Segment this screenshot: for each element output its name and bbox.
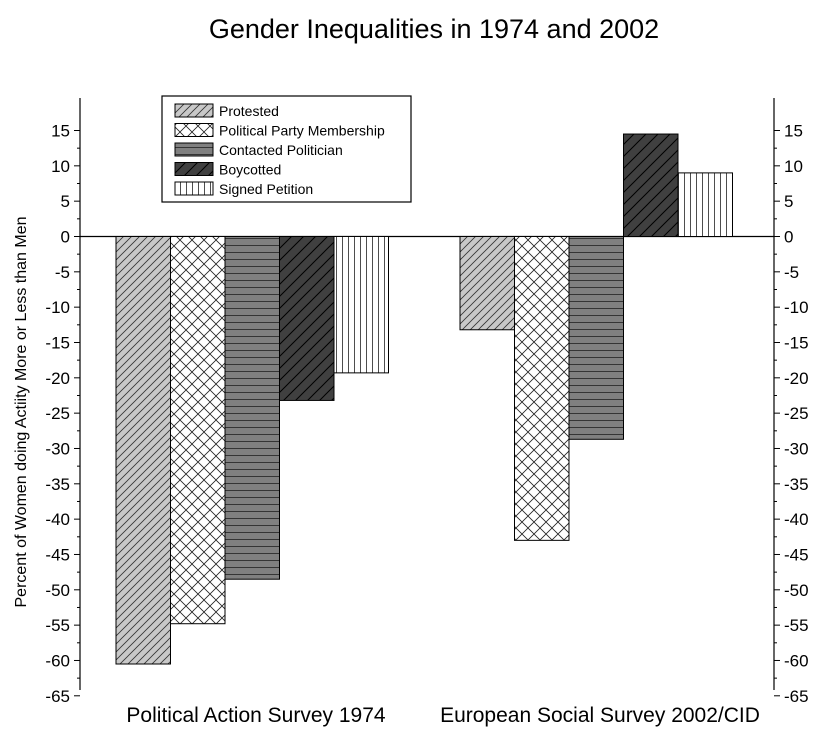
y-tick-label-left: 0 — [61, 227, 70, 246]
y-tick-label-left: -45 — [45, 545, 70, 564]
y-tick-label-right: -50 — [784, 581, 809, 600]
bar-vertical-1 — [677, 172, 733, 237]
bar-vertical-0 — [333, 235, 389, 374]
y-tick-label-right: -40 — [784, 510, 809, 529]
legend-label: Protested — [219, 103, 279, 119]
category-label-0: Political Action Survey 1974 — [126, 704, 385, 727]
y-tick-label-right: -5 — [784, 263, 799, 282]
plot-area: 15 15 10 10 5 5 0 0 -5 -5 -10 -10 -15 -15 -20 -20 -25 -25… — [45, 98, 809, 706]
y-tick-label-right: -65 — [784, 687, 809, 706]
y-tick-label-right: 0 — [784, 227, 793, 246]
legend-swatch-diag-dark — [174, 162, 214, 176]
y-tick-label-left: -10 — [45, 298, 70, 317]
y-tick-label-right: -35 — [784, 475, 809, 494]
y-tick-label-right: 10 — [784, 157, 803, 176]
y-tick-label-left: -30 — [45, 439, 70, 458]
y-tick-label-right: -25 — [784, 404, 809, 423]
legend-label: Signed Petition — [219, 181, 313, 197]
y-tick-label-left: 15 — [51, 122, 70, 141]
y-tick-label-right: 15 — [784, 122, 803, 141]
y-tick-label-left: -5 — [55, 263, 70, 282]
y-tick-label-left: -20 — [45, 369, 70, 388]
legend-swatch-vertical — [174, 181, 214, 196]
bar-crosshatch-1 — [514, 235, 570, 541]
bar-diag-dark-0 — [279, 235, 335, 401]
y-tick-label-left: -50 — [45, 581, 70, 600]
y-tick-label-right: -30 — [784, 439, 809, 458]
legend-swatch-diag-light — [174, 103, 214, 118]
bar-diag-dark-1 — [623, 133, 679, 237]
category-label-1: European Social Survey 2002/CID — [440, 704, 760, 727]
legend-swatch-horizontal — [174, 142, 214, 157]
y-tick-label-left: -55 — [45, 616, 70, 635]
bar-diag-light-0 — [115, 235, 171, 665]
y-axis-label: Percent of Women doing Actiity More or L… — [13, 216, 30, 607]
legend-label: Boycotted — [219, 162, 281, 178]
legend-label: Political Party Membership — [219, 123, 385, 139]
y-tick-label-left: -40 — [45, 510, 70, 529]
y-tick-label-left: -15 — [45, 333, 70, 352]
y-tick-label-left: -35 — [45, 475, 70, 494]
bar-horizontal-1 — [568, 235, 624, 440]
y-tick-label-left: -60 — [45, 651, 70, 670]
y-tick-label-right: -45 — [784, 545, 809, 564]
y-tick-label-right: -20 — [784, 369, 809, 388]
y-tick-label-left: -25 — [45, 404, 70, 423]
chart-title: Gender Inequalities in 1974 and 2002 — [209, 14, 659, 44]
y-tick-label-left: -65 — [45, 687, 70, 706]
y-tick-label-left: 5 — [61, 192, 70, 211]
y-tick-label-right: 5 — [784, 192, 793, 211]
legend: Protested Political Party Membership Conta… — [161, 95, 412, 203]
y-tick-label-right: -10 — [784, 298, 809, 317]
y-tick-label-right: -15 — [784, 333, 809, 352]
y-tick-label-left: 10 — [51, 157, 70, 176]
bar-horizontal-0 — [224, 235, 280, 580]
legend-label: Contacted Politician — [219, 142, 343, 158]
y-tick-label-right: -60 — [784, 651, 809, 670]
bar-crosshatch-0 — [170, 235, 226, 625]
y-tick-label-right: -55 — [784, 616, 809, 635]
legend-swatch-crosshatch — [174, 123, 214, 137]
bar-diag-light-1 — [459, 235, 515, 331]
